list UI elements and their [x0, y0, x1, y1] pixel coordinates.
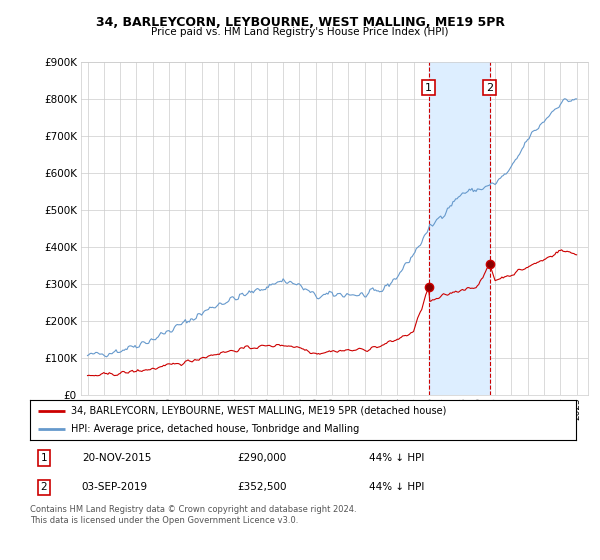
- Text: 2: 2: [40, 482, 47, 492]
- Text: Contains HM Land Registry data © Crown copyright and database right 2024.
This d: Contains HM Land Registry data © Crown c…: [30, 505, 356, 525]
- Text: 44% ↓ HPI: 44% ↓ HPI: [368, 482, 424, 492]
- Text: Price paid vs. HM Land Registry's House Price Index (HPI): Price paid vs. HM Land Registry's House …: [151, 27, 449, 37]
- Text: £290,000: £290,000: [238, 453, 287, 463]
- Bar: [428, 62, 490, 395]
- Text: 34, BARLEYCORN, LEYBOURNE, WEST MALLING, ME19 5PR (detached house): 34, BARLEYCORN, LEYBOURNE, WEST MALLING,…: [71, 406, 446, 416]
- Text: 1: 1: [40, 453, 47, 463]
- Text: 03-SEP-2019: 03-SEP-2019: [82, 482, 148, 492]
- Text: HPI: Average price, detached house, Tonbridge and Malling: HPI: Average price, detached house, Tonb…: [71, 424, 359, 434]
- Text: 2: 2: [486, 82, 493, 92]
- Text: 44% ↓ HPI: 44% ↓ HPI: [368, 453, 424, 463]
- Text: 1: 1: [425, 82, 432, 92]
- Text: 20-NOV-2015: 20-NOV-2015: [82, 453, 151, 463]
- Text: £352,500: £352,500: [238, 482, 287, 492]
- Text: 34, BARLEYCORN, LEYBOURNE, WEST MALLING, ME19 5PR: 34, BARLEYCORN, LEYBOURNE, WEST MALLING,…: [95, 16, 505, 29]
